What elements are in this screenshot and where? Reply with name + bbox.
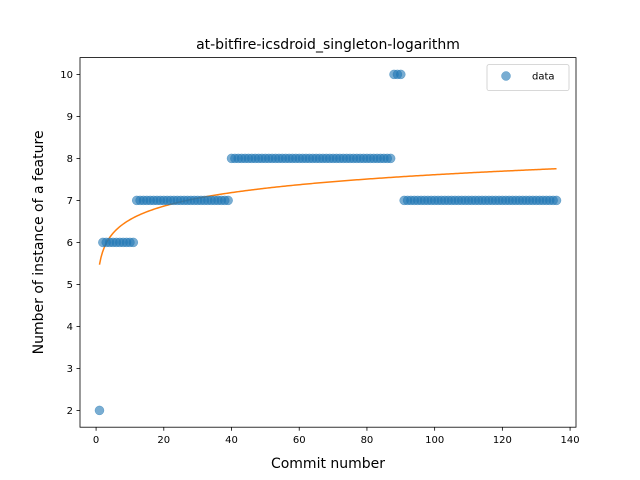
x-tick-label: 80 [361,435,374,446]
data-points-layer [94,69,562,416]
plot-area [80,57,576,428]
legend-label: data [532,72,555,83]
data-point [223,195,233,206]
y-tick-label: 6 [67,238,73,249]
y-axis-label: Number of instance of a feature [31,130,47,354]
y-tick-label: 10 [60,70,73,81]
data-point [551,195,562,206]
x-tick-label: 100 [425,435,444,446]
x-tick-label: 40 [225,435,238,446]
data-point [94,405,105,416]
y-axis-ticks: 2 3 4 5 6 7 8 9 10 [60,70,80,417]
y-tick-label: 7 [67,196,73,207]
x-tick-label: 0 [93,435,99,446]
x-axis-label: Commit number [271,456,385,472]
data-point [385,153,396,164]
y-tick-label: 3 [67,364,73,375]
y-tick-label: 5 [67,280,73,291]
x-tick-label: 20 [157,435,170,446]
x-tick-label: 60 [293,435,306,446]
chart-title: at-bitfire-icsdroid_singleton-logarithm [196,37,460,53]
x-axis-ticks: 0 20 40 60 80 100 120 140 [93,427,580,446]
x-tick-label: 120 [493,435,512,446]
legend-marker [501,71,511,81]
data-point [396,69,406,80]
legend-box [486,64,570,91]
y-tick-label: 8 [67,154,73,165]
y-tick-label: 4 [67,322,73,333]
data-point [128,237,139,248]
y-tick-label: 9 [67,112,73,123]
y-tick-label: 2 [67,406,73,417]
legend: data [486,64,570,91]
x-tick-label: 140 [561,435,580,446]
